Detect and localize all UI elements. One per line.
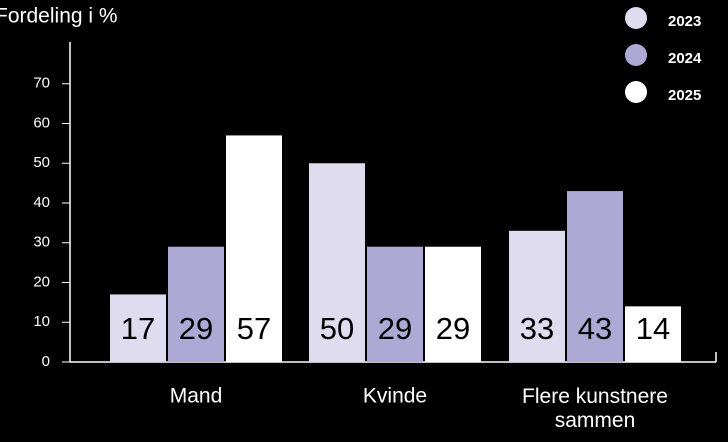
chart-title: Fordeling i % (0, 5, 118, 28)
x-tick-label: Flere kunstnere sammen (522, 385, 668, 432)
legend-marker (625, 81, 647, 103)
legend-marker (625, 44, 647, 66)
y-tick-label: 20 (33, 273, 50, 290)
y-tick-label: 0 (42, 353, 50, 370)
bar (367, 246, 423, 362)
bar (625, 306, 681, 362)
bar (168, 246, 224, 362)
bar (567, 191, 623, 362)
value-label: 17 (121, 311, 155, 346)
legend-marker (625, 7, 647, 29)
value-label: 33 (520, 311, 554, 346)
value-label: 14 (636, 311, 670, 346)
y-tick-label: 40 (33, 194, 50, 211)
bar (110, 294, 166, 362)
value-label: 29 (436, 311, 470, 346)
y-tick-label: 70 (33, 75, 50, 92)
legend-label: 2024 (668, 50, 702, 67)
y-tick-label: 60 (33, 114, 50, 131)
legend-label: 2023 (668, 13, 701, 30)
value-label: 57 (237, 311, 271, 346)
legend-label: 2025 (668, 87, 701, 104)
value-label: 43 (578, 311, 612, 346)
value-label: 29 (179, 311, 213, 346)
value-label: 29 (378, 311, 412, 346)
y-tick-label: 30 (33, 234, 50, 251)
bar (425, 246, 481, 362)
value-label: 50 (320, 311, 354, 346)
x-tick-label: Kvinde (363, 385, 427, 408)
bar (226, 135, 282, 362)
bar (309, 163, 365, 362)
y-tick-label: 10 (33, 313, 50, 330)
y-tick-label: 50 (33, 154, 50, 171)
bar (509, 230, 565, 362)
x-tick-label: Mand (170, 385, 223, 408)
